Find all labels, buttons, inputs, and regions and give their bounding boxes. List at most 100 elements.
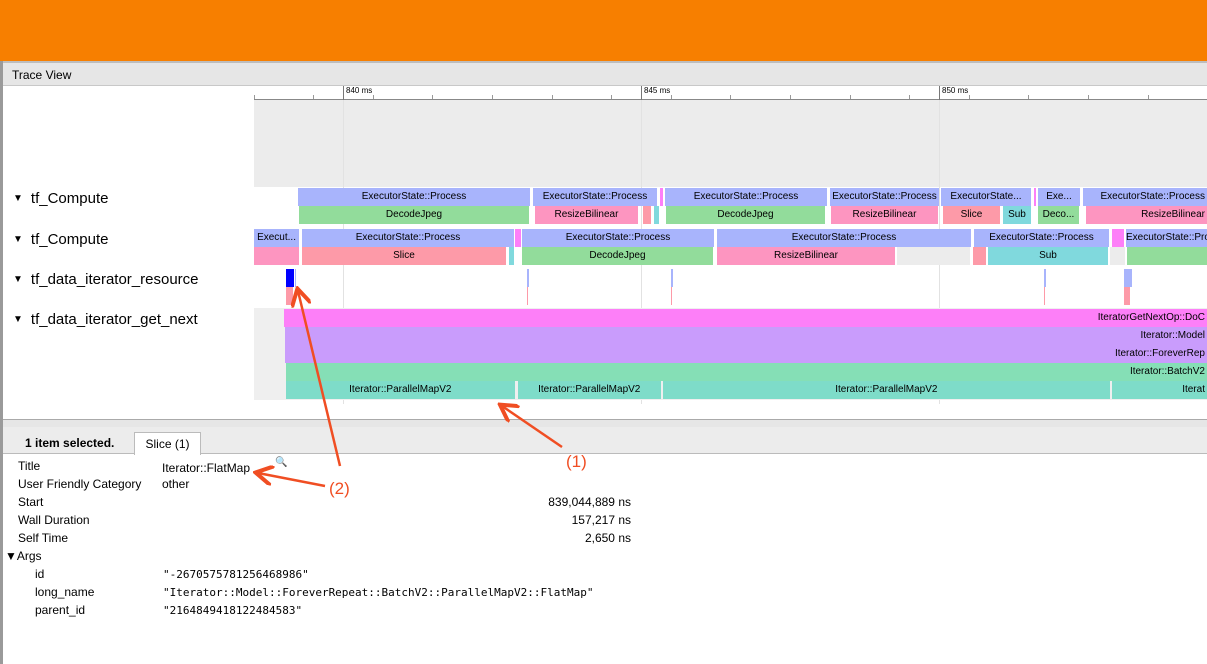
trace-slice[interactable]: [670, 269, 673, 287]
trace-slice[interactable]: Sub: [1003, 206, 1031, 224]
collapse-triangle-icon[interactable]: ▼: [13, 314, 23, 325]
trace-slice[interactable]: [286, 287, 294, 305]
track-name: tf_data_iterator_get_next: [30, 311, 198, 328]
trace-slice[interactable]: [653, 206, 659, 224]
track-label[interactable]: ▼ tf_data_iterator_get_next: [13, 311, 198, 328]
trace-slice[interactable]: [1123, 287, 1130, 305]
trace-slice[interactable]: [254, 247, 300, 265]
panel-resize-handle[interactable]: [3, 419, 1207, 427]
trace-slice[interactable]: ResizeBilinear: [1085, 206, 1207, 224]
details-tabs: 1 item selected. Slice (1): [3, 427, 1207, 455]
field-value: other: [162, 477, 190, 491]
field-label: User Friendly Category: [18, 477, 142, 491]
trace-slice[interactable]: ExecutorState::Process: [533, 188, 657, 206]
trace-view-window: Trace View 840 ms 845 ms 850 ms ▼ tf_Comput…: [0, 61, 1207, 664]
trace-slice[interactable]: ExecutorState::Process: [521, 229, 714, 247]
selected-slice[interactable]: [286, 269, 295, 287]
trace-slice[interactable]: [1043, 269, 1046, 287]
ruler-minor-tick: [313, 95, 315, 99]
time-ruler[interactable]: 840 ms 845 ms 850 ms: [253, 86, 1207, 100]
trace-slice[interactable]: Execut...: [254, 229, 300, 247]
trace-slice[interactable]: Sub: [987, 247, 1108, 265]
track-label[interactable]: ▼ tf_data_iterator_resource: [13, 271, 199, 288]
field-value: 157,217 ns: [571, 513, 631, 527]
trace-slice[interactable]: ExecutorState::Process: [829, 188, 939, 206]
args-toggle[interactable]: ▼Args: [5, 549, 42, 563]
field-label: Wall Duration: [18, 513, 90, 527]
magnifier-icon[interactable]: 🔍: [275, 457, 288, 468]
trace-slice[interactable]: IteratorGetNextOp::DoC: [283, 309, 1207, 327]
ruler-minor-tick: [1147, 95, 1149, 99]
trace-slice[interactable]: [508, 247, 514, 265]
arg-key: long_name: [35, 585, 95, 599]
field-label: Start: [18, 495, 44, 509]
trace-slice[interactable]: ResizeBilinear: [716, 247, 896, 265]
collapse-triangle-icon[interactable]: ▼: [13, 274, 23, 285]
trace-slice[interactable]: [295, 269, 297, 287]
trace-slice[interactable]: Iterator::ForeverRep: [285, 345, 1207, 363]
trace-slice[interactable]: Exe...: [1037, 188, 1080, 206]
trace-slice[interactable]: [1109, 247, 1126, 265]
trace-slice[interactable]: ExecutorState::Process: [716, 229, 971, 247]
trace-slice[interactable]: Iterator::ParallelMapV2: [663, 381, 1110, 399]
trace-slice[interactable]: Deco...: [1037, 206, 1079, 224]
collapse-triangle-icon[interactable]: ▼: [13, 234, 23, 245]
timeline-empty-area: [254, 100, 1207, 187]
trace-slice[interactable]: ExecutorState::Process: [1126, 229, 1207, 247]
field-value: Iterator::FlatMap: [162, 461, 251, 475]
trace-slice[interactable]: [643, 206, 651, 224]
trace-slice[interactable]: Iterator::ParallelMapV2: [285, 381, 515, 399]
trace-slice[interactable]: Iterator::ParallelMapV2: [517, 381, 661, 399]
trace-slice[interactable]: ResizeBilinear: [534, 206, 638, 224]
trace-slice[interactable]: Slice: [301, 247, 506, 265]
trace-slice[interactable]: DecodeJpeg: [299, 206, 529, 224]
trace-slice[interactable]: [897, 247, 970, 265]
trace-slice[interactable]: [527, 269, 530, 287]
field-label: Self Time: [18, 531, 69, 545]
trace-slice[interactable]: ExecutorState::Process: [973, 229, 1109, 247]
track-label[interactable]: ▼ tf_Compute: [13, 190, 108, 207]
ruler-minor-tick: [849, 95, 851, 99]
trace-slice[interactable]: [1034, 188, 1036, 206]
trace-slice[interactable]: [1043, 287, 1045, 305]
trace-slice[interactable]: [670, 287, 672, 305]
trace-slice[interactable]: Iterator::BatchV2: [285, 363, 1207, 381]
arg-value: "-2670575781256468986": [163, 568, 309, 581]
trace-slice[interactable]: DecodeJpeg: [665, 206, 825, 224]
trace-slice[interactable]: ResizeBilinear: [831, 206, 938, 224]
trace-slice[interactable]: ExecutorState...: [941, 188, 1031, 206]
trace-slice[interactable]: [1127, 247, 1207, 265]
field-label: Title: [18, 459, 41, 473]
field-value: 2,650 ns: [584, 531, 631, 545]
ruler-minor-tick: [670, 95, 672, 99]
trace-slice[interactable]: [972, 247, 986, 265]
app-header-bar: [0, 0, 1207, 61]
track-name: tf_Compute: [30, 231, 109, 248]
trace-slice[interactable]: ExecutorState::Process: [301, 229, 514, 247]
ruler-tick: 850 ms: [939, 86, 968, 100]
tracks-area[interactable]: ExecutorState::Process ExecutorState::Pro…: [254, 187, 1207, 405]
ruler-minor-tick: [253, 95, 255, 99]
ruler-minor-tick: [611, 95, 613, 99]
track-name: tf_data_iterator_resource: [30, 271, 199, 288]
arg-key: parent_id: [35, 603, 86, 617]
trace-view-title: Trace View: [3, 61, 1207, 86]
trace-slice[interactable]: [1112, 229, 1124, 247]
trace-slice[interactable]: [527, 287, 529, 305]
trace-slice[interactable]: ExecutorState::Process: [1082, 188, 1207, 206]
trace-slice[interactable]: ExecutorState::Process: [665, 188, 828, 206]
ruler-minor-tick: [909, 95, 911, 99]
trace-slice[interactable]: [515, 229, 521, 247]
track-label[interactable]: ▼ tf_Compute: [13, 231, 108, 248]
trace-slice[interactable]: Iterator::Model: [285, 327, 1207, 345]
collapse-triangle-icon[interactable]: ▼: [13, 193, 23, 204]
tab-slice[interactable]: Slice (1): [134, 432, 201, 455]
trace-slice[interactable]: DecodeJpeg: [521, 247, 713, 265]
trace-slice[interactable]: Iterat: [1111, 381, 1207, 399]
trace-slice[interactable]: [660, 188, 663, 206]
trace-slice[interactable]: Slice: [942, 206, 1000, 224]
trace-slice[interactable]: [1123, 269, 1132, 287]
ruler-minor-tick: [372, 95, 374, 99]
trace-slice[interactable]: ExecutorState::Process: [298, 188, 530, 206]
ruler-minor-tick: [551, 95, 553, 99]
